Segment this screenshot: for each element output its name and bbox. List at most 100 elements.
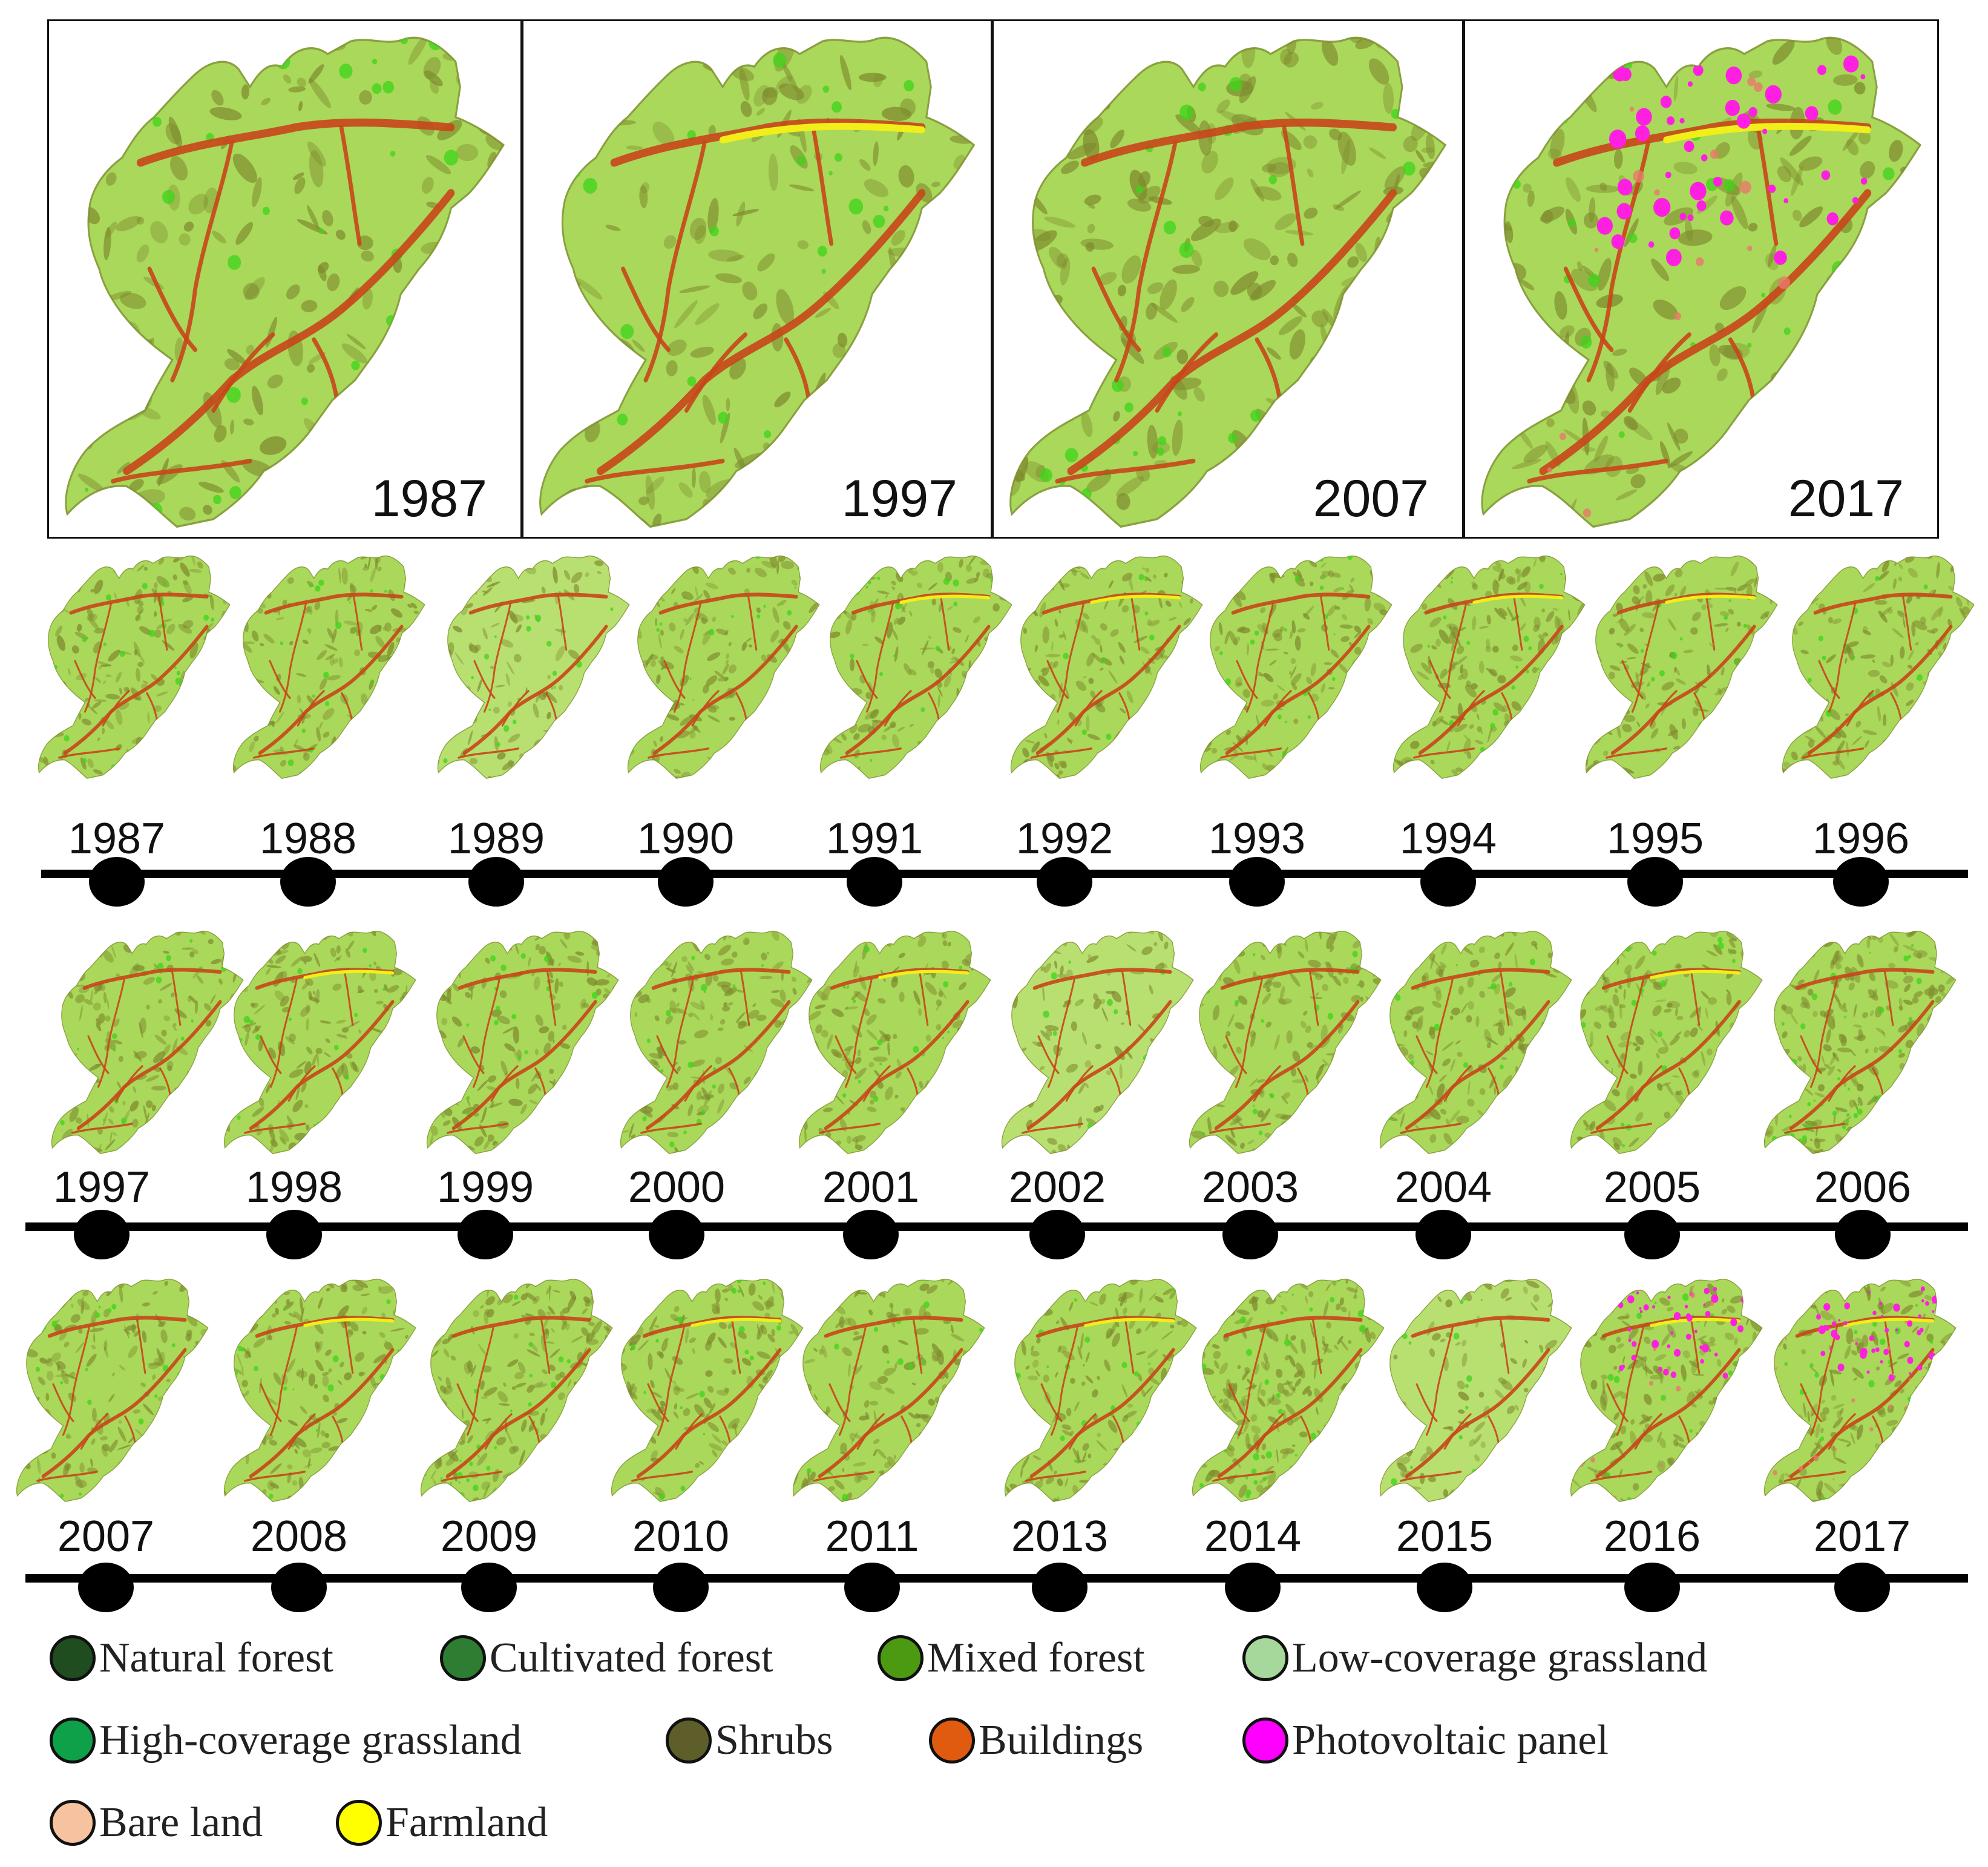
timeline-marker	[1627, 857, 1683, 907]
region-map	[1009, 36, 1447, 528]
thumbnail-map-2017	[1763, 1278, 1957, 1503]
timeline-year-label: 1995	[1606, 815, 1704, 863]
region-landcover	[1570, 930, 1763, 1155]
region-landcover	[1192, 1278, 1385, 1503]
legend-item: Farmland	[336, 1799, 548, 1847]
thumbnail-map-2009	[420, 1278, 613, 1503]
timeline-year-label: 1997	[53, 1163, 151, 1212]
map-panel-2007: 2007	[992, 19, 1464, 539]
legend-swatch	[1242, 1718, 1288, 1764]
thumbnail-map-1991	[819, 555, 1012, 779]
thumbnail-map-2001	[798, 930, 991, 1155]
region-landcover	[1001, 930, 1194, 1155]
legend-label: High-coverage grassland	[99, 1717, 522, 1764]
thumbnail-map-2010	[611, 1278, 804, 1503]
thumbnail-map-1996	[1782, 555, 1975, 779]
thumbnail-map-1999	[426, 930, 619, 1155]
thumbnail-map-1990	[627, 555, 820, 779]
thumbnail-map-2007	[16, 1278, 209, 1503]
timeline-marker	[1416, 1210, 1471, 1259]
timeline-year-label: 1998	[245, 1163, 343, 1212]
region-landcover	[223, 1278, 416, 1503]
thumbnail-map-1997	[51, 930, 244, 1155]
timeline-marker	[1029, 1210, 1085, 1259]
timeline-marker	[1624, 1210, 1680, 1259]
timeline-marker	[1417, 1563, 1472, 1612]
region-landcover	[1004, 1278, 1197, 1503]
timeline-marker	[843, 1210, 899, 1259]
timeline-year-label: 2005	[1603, 1163, 1701, 1212]
legend-swatch	[440, 1635, 486, 1681]
thumbnail-map-2005	[1570, 930, 1763, 1155]
panel-year-label: 2007	[1313, 470, 1429, 528]
timeline-year-label: 1994	[1399, 815, 1497, 863]
timeline-marker	[1225, 1563, 1281, 1612]
legend-item: Cultivated forest	[440, 1634, 773, 1682]
timeline-year-label: 1989	[447, 815, 545, 863]
timeline-year-label: 2002	[1008, 1163, 1106, 1212]
region-landcover	[1763, 1278, 1957, 1503]
legend-label: Cultivated forest	[490, 1635, 773, 1681]
region-landcover	[38, 555, 231, 779]
thumbnail-map-2016	[1570, 1278, 1763, 1503]
thumbnail-map-1994	[1393, 555, 1586, 779]
timeline-year-label: 2011	[825, 1512, 919, 1561]
region-landcover	[819, 555, 1012, 779]
thumbnail-map-2014	[1192, 1278, 1385, 1503]
region-landcover	[539, 36, 976, 528]
timeline-year-label: 2016	[1603, 1512, 1701, 1561]
timeline-marker	[280, 857, 336, 907]
timeline-marker	[1833, 857, 1889, 907]
legend-item: High-coverage grassland	[50, 1716, 522, 1765]
region-landcover	[1782, 555, 1975, 779]
legend-item: Photovoltaic panel	[1242, 1716, 1609, 1765]
thumbnail-map-1993	[1199, 555, 1393, 779]
thumbnail-map-1987	[38, 555, 231, 779]
thumbnail-map-1998	[223, 930, 416, 1155]
thumbnail-map-1989	[437, 555, 630, 779]
timeline-year-label: 2009	[440, 1512, 538, 1561]
timeline-marker	[847, 857, 902, 907]
legend-item: Buildings	[929, 1716, 1143, 1765]
timeline-marker	[1222, 1210, 1278, 1259]
thumbnail-map-1995	[1585, 555, 1778, 779]
timeline-year-label: 1993	[1208, 815, 1306, 863]
map-panel-1987: 1987	[47, 19, 522, 539]
timeline-marker	[1032, 1563, 1087, 1612]
legend-label: Buildings	[979, 1717, 1144, 1764]
timeline-year-label: 1996	[1812, 815, 1910, 863]
timeline-year-label: 2003	[1201, 1163, 1299, 1212]
thumbnail-map-2008	[223, 1278, 416, 1503]
legend-label: Mixed forest	[927, 1635, 1145, 1681]
timeline-marker	[658, 857, 714, 907]
legend-swatch	[666, 1718, 712, 1764]
timeline-marker	[266, 1210, 322, 1259]
timeline-marker	[89, 857, 145, 907]
timeline-year-label: 1992	[1015, 815, 1114, 863]
region-landcover	[16, 1278, 209, 1503]
region-landcover	[437, 555, 630, 779]
region-landcover	[65, 36, 505, 528]
legend-label: Farmland	[385, 1799, 548, 1846]
legend-item: Mixed forest	[878, 1634, 1145, 1682]
region-landcover	[1010, 555, 1203, 779]
panel-year-label: 1997	[841, 470, 957, 528]
timeline-marker	[1037, 857, 1092, 907]
legend-label: Low-coverage grassland	[1292, 1635, 1708, 1681]
legend-label: Shrubs	[715, 1717, 833, 1764]
region-landcover	[611, 1278, 804, 1503]
legend-swatch	[50, 1800, 96, 1846]
thumbnail-map-2006	[1763, 930, 1957, 1155]
timeline-year-label: 2017	[1813, 1512, 1911, 1561]
timeline-year-label: 2000	[628, 1163, 726, 1212]
timeline-year-label: 2004	[1394, 1163, 1492, 1212]
legend-swatch	[878, 1635, 923, 1681]
timeline-year-label: 2007	[57, 1512, 155, 1561]
timeline-marker	[1624, 1563, 1680, 1612]
legend-swatch	[50, 1718, 96, 1764]
panel-year-label: 2017	[1788, 470, 1904, 528]
legend-swatch	[50, 1635, 96, 1681]
legend-swatch	[1242, 1635, 1288, 1681]
timeline-year-label: 2015	[1396, 1512, 1494, 1561]
thumbnail-map-2003	[1189, 930, 1382, 1155]
